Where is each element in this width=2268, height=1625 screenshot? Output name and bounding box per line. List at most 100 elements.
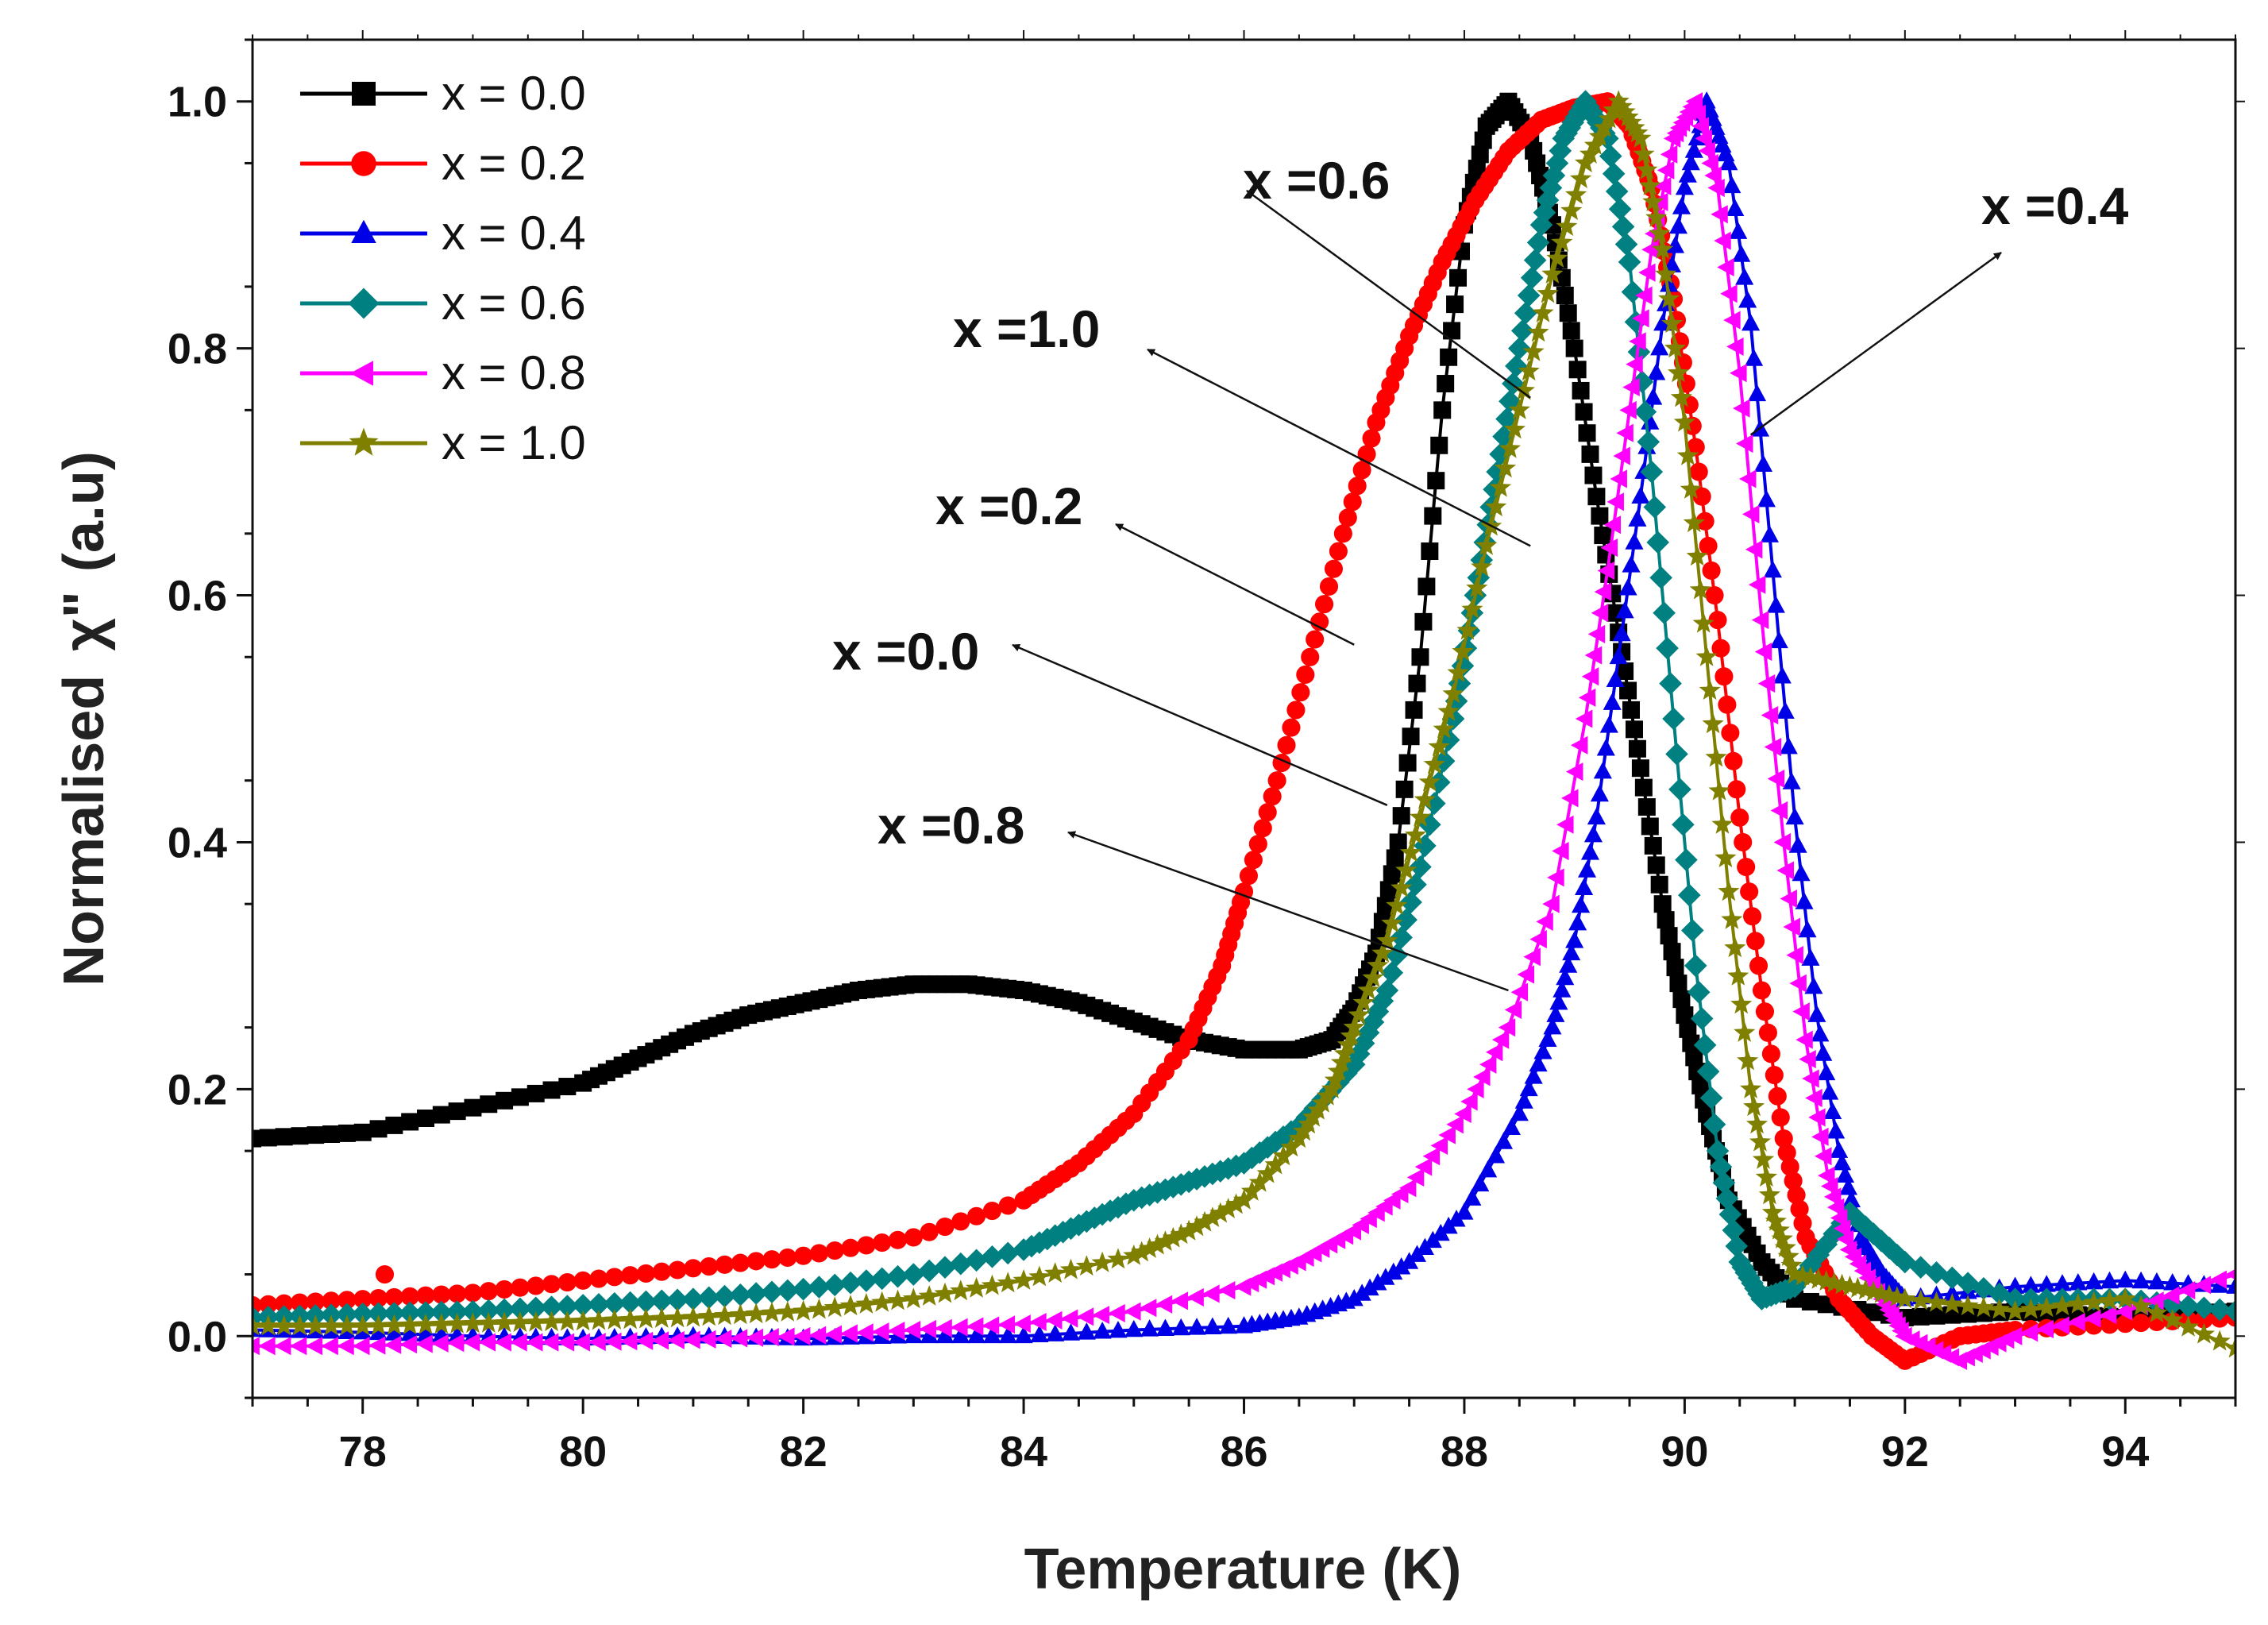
series-x-0-8-point [1626,355,1643,374]
series-x-0-2-point [400,1287,419,1306]
series-x-1-0-point [1044,1262,1066,1283]
series-x-0-8-point [1202,1284,1220,1303]
legend-item-x-0-0-label: x = 0.0 [442,67,586,120]
series-x-0-6-point [1712,1171,1736,1195]
y-tick-label: 0.2 [168,1066,227,1114]
series-x-1-0-point [1774,1236,1796,1257]
series-x-1-0-point [1209,1202,1232,1223]
series-x-0-0-point [1395,780,1414,798]
series-x-0-8-point [446,1334,465,1353]
x-tick-label: 92 [1881,1428,1929,1476]
series-x-0-6-point [1696,1060,1720,1083]
series-x-0-8-point [1504,1000,1522,1019]
y-tick-label: 0.4 [168,819,227,867]
series-x-0-2-point [1286,701,1306,720]
series-x-0-0-point [1927,1307,1946,1325]
series-x-0-8-point [1171,1291,1189,1310]
series-x-1-0-point [1607,90,1630,111]
series-x-0-6-point [1672,812,1695,836]
series-x-1-0-point [1423,753,1445,774]
series-x-0-8-point [1773,832,1792,852]
legend-item-x-0-0: x = 0.0 [300,67,586,120]
series-x-0-2-point [951,1212,970,1231]
series-x-0-4-point [1568,913,1587,931]
series-x-0-8-point [1733,399,1750,418]
series-x-0-4-point [368,1322,388,1341]
series-x-0-4-point [1587,807,1606,825]
series-x-0-4-point [1811,1024,1830,1042]
series-x-0-4-point [998,1326,1017,1344]
series-x-0-2-point [290,1293,310,1312]
series-x-0-8-point [2162,1286,2180,1305]
series-x-0-4-point [1543,1017,1562,1035]
series-x-0-4-point [2085,1272,2104,1290]
series-x-0-4-point [2053,1274,2072,1291]
series-x-1-0-point [1692,612,1714,633]
series-x-0-8-point [541,1333,559,1352]
series-x-0-2-point [495,1280,514,1299]
annotation-layer: x =0.6 x =0.4 x =1.0 x =0.2 x =0.0 x =0.8 [832,151,2129,992]
series-x-0-6-point [1614,233,1638,256]
series-x-1-0-point [1667,361,1690,383]
series-x-0-6-point [1385,944,1409,967]
series-x-1-0-point [1737,1049,1759,1071]
series-x-0-2-point [557,1272,577,1292]
series-x-0-8-point [1704,166,1722,185]
series-x-1-0-point [1676,444,1699,465]
series-x-0-0-point [1446,295,1464,314]
series-x-0-6-point [1722,1218,1745,1242]
series-x-1-0-point [1357,978,1379,1000]
series-x-0-0-point [1376,897,1394,915]
series-x-0-6-point [1725,1234,1749,1258]
legend-item-x-0-6-marker [348,288,380,319]
series-x-1-0-point [886,1289,909,1310]
series-x-1-0-point [383,1314,405,1335]
series-x-0-8-point [1780,889,1797,909]
series-x-0-8-point [604,1332,622,1351]
series-x-0-2-point [1258,803,1277,822]
series-x-0-6-point [1621,280,1645,303]
series-x-0-8-point [1523,948,1541,967]
series-x-0-4-point [1549,992,1568,1010]
series-x-0-2-point [589,1269,608,1288]
series-x-1-0-point [430,1313,453,1334]
series-x-0-8-point [919,1319,936,1338]
series-x-1-0-point [399,1314,421,1335]
series-x-0-6-point [729,1283,752,1307]
series-x-0-4-point [1788,836,1807,853]
series-x-1-0-point [1768,1218,1790,1240]
series-x-0-8-point [1653,176,1672,195]
series-x-0-6-point [1680,919,1704,942]
series-x-0-4-point [967,1326,986,1344]
series-x-0-8-point [714,1330,732,1349]
series-x-0-6-point [665,1288,689,1312]
series-x-1-0-point [253,1314,264,1336]
series-x-0-8-point [1751,611,1769,630]
series-x-0-8-point [1776,861,1795,880]
series-x-1-0-point [713,1304,736,1326]
series-x-0-8-point [1414,1157,1433,1176]
legend-item-x-1-0-marker [349,427,379,456]
series-x-0-8-point [840,1324,858,1343]
series-x-1-0-point [1743,1095,1765,1117]
series-x-0-8-point [2083,1309,2101,1328]
series-x-0-2-point [684,1259,703,1278]
series-x-1-0-point [1957,1295,1979,1316]
series-x-0-8-point [1723,311,1741,330]
series-x-0-4-point [1625,532,1644,550]
series-x-0-8-point [1139,1299,1157,1318]
legend-item-x-0-8-marker [349,361,373,386]
series-x-1-0-point [1381,912,1403,933]
series-x-0-2-point [1727,780,1746,799]
series-x-1-0 [253,90,2235,1358]
series-x-1-0-point [1708,779,1730,801]
series-x-0-4-point [935,1326,955,1344]
series-x-0-6-point [492,1298,516,1322]
series-x-0-6-point [1599,145,1622,168]
series-x-0-0-point [1666,959,1684,977]
series-x-0-4-point [1352,1283,1371,1301]
series-x-1-0-point [1513,379,1535,400]
series-x-1-0-point [855,1293,878,1314]
series-x-0-0-point [1389,833,1407,851]
y-tick-label: 0.6 [168,573,227,620]
